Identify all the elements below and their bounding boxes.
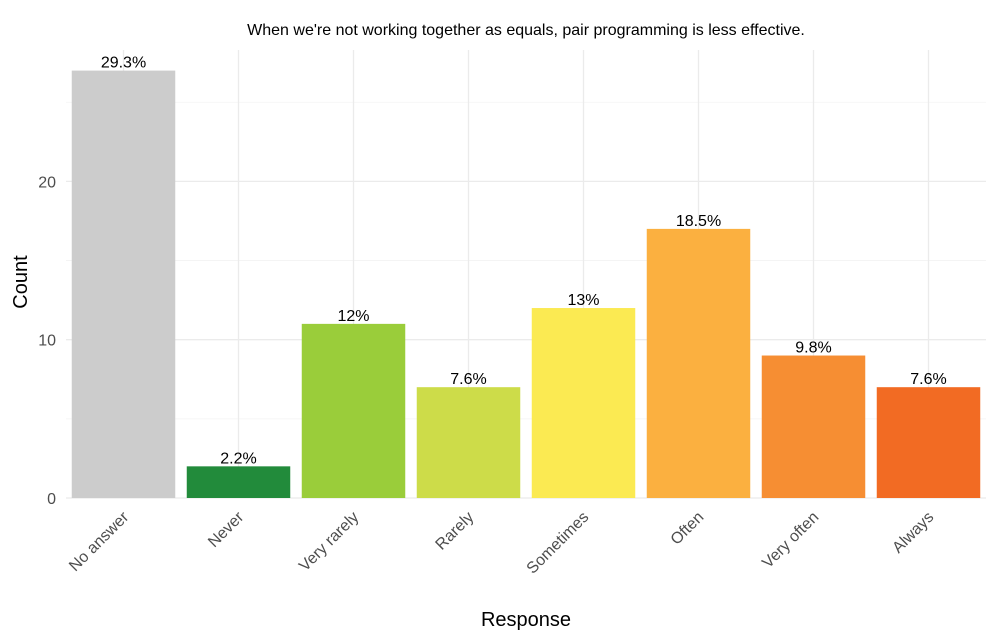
x-tick-label: Always	[889, 509, 937, 557]
x-tick-label: Very rarely	[296, 509, 362, 575]
x-axis-title: Response	[481, 609, 571, 631]
chart-title: When we're not working together as equal…	[247, 22, 805, 39]
bar-value-label: 12%	[337, 308, 369, 325]
x-tick-label: Never	[205, 508, 248, 551]
bar-value-label: 18.5%	[676, 213, 721, 230]
x-tick-label: No answer	[66, 508, 133, 575]
bar-value-label: 7.6%	[910, 371, 946, 388]
bar-value-label: 13%	[567, 292, 599, 309]
bar	[186, 466, 291, 498]
x-tick-label: Rarely	[433, 509, 478, 554]
bar	[71, 70, 176, 499]
bar-value-label: 29.3%	[101, 55, 146, 72]
y-tick-label: 20	[38, 174, 56, 191]
y-tick-label: 10	[38, 333, 56, 350]
y-axis-ticks: 0 10 20	[38, 174, 56, 508]
bar-labels: 29.3% 2.2% 12% 7.6% 13% 18.5% 9.8% 7.6%	[101, 55, 947, 468]
y-tick-label: 0	[47, 491, 56, 508]
bar	[761, 355, 866, 498]
y-axis-title: Count	[10, 255, 32, 309]
bar-value-label: 7.6%	[450, 371, 486, 388]
bar-value-label: 2.2%	[220, 450, 256, 467]
bar	[876, 387, 981, 498]
x-tick-label: Very often	[759, 509, 822, 572]
bars	[71, 70, 981, 499]
bar-value-label: 9.8%	[795, 340, 831, 357]
x-tick-label: Sometimes	[524, 509, 593, 578]
x-axis-ticks: No answer Never Very rarely Rarely Sometimes…	[66, 508, 937, 577]
bar	[301, 323, 406, 498]
bar	[531, 308, 636, 498]
x-tick-label: Often	[668, 509, 708, 549]
bar	[416, 387, 521, 498]
bar	[646, 228, 751, 498]
